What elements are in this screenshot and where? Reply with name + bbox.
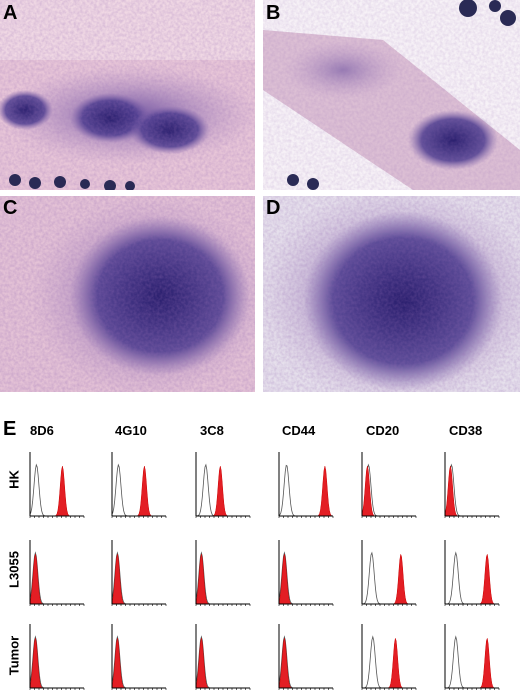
column-header: CD44: [282, 423, 316, 438]
panel-label: E: [3, 418, 17, 440]
antibody-histogram: [111, 554, 166, 605]
panel-label: D: [266, 197, 281, 219]
antibody-histogram: [195, 554, 250, 605]
column-header: 3C8: [200, 423, 224, 438]
antibody-histogram: [29, 554, 84, 605]
flow-histograms: [29, 452, 500, 690]
panel-label: A: [3, 2, 18, 24]
panel-label: C: [3, 197, 18, 219]
panel-label: B: [266, 2, 281, 24]
histology-image: [263, 0, 520, 190]
column-header: CD20: [366, 423, 400, 438]
isotype-histogram: [361, 551, 416, 605]
isotype-histogram: [362, 635, 416, 689]
column-header: 4G10: [115, 423, 147, 438]
antibody-histogram: [278, 638, 333, 689]
antibody-histogram: [111, 638, 166, 689]
histology-image: [0, 196, 255, 392]
antibody-histogram: [278, 554, 333, 605]
histology-image: [0, 0, 255, 190]
column-header: 8D6: [30, 423, 54, 438]
column-header: CD38: [449, 423, 483, 438]
antibody-histogram: [195, 638, 250, 689]
antibody-histogram: [29, 638, 84, 689]
antibody-histogram: [279, 466, 334, 517]
histology-image: [263, 196, 520, 392]
isotype-histogram: [29, 463, 84, 517]
isotype-histogram: [111, 463, 166, 517]
